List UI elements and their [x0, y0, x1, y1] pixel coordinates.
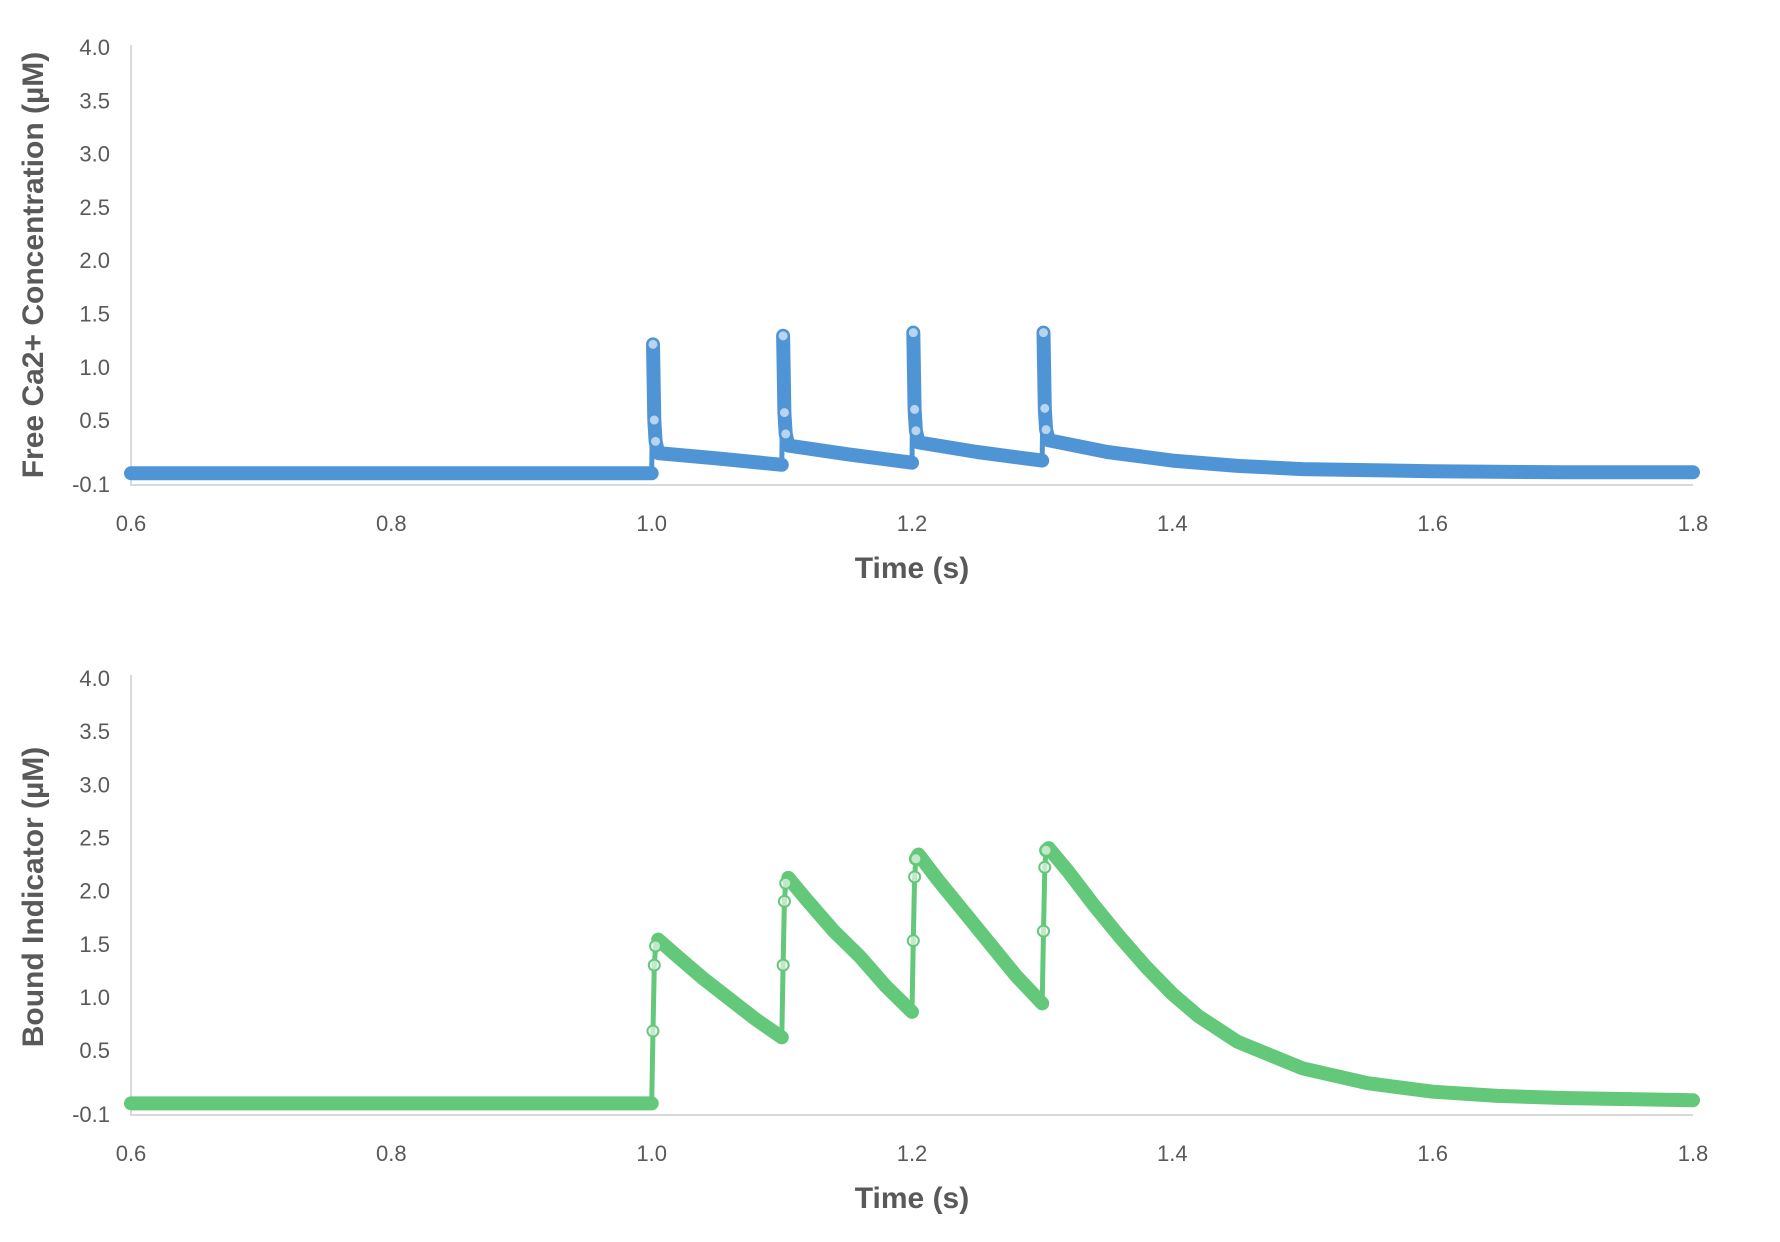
x-axis-title: Time (s) — [855, 1182, 969, 1215]
data-point-marker — [649, 939, 663, 953]
data-point-marker — [779, 427, 793, 441]
y-tick-label: -0.1 — [72, 1102, 110, 1127]
data-point-marker — [909, 424, 923, 438]
series-line — [1036, 325, 1700, 480]
y-axis-ticks: -0.1 0.5 1.0 1.5 2.0 2.5 3.0 3.5 4.0 — [72, 666, 110, 1127]
x-tick-label: 0.6 — [116, 511, 147, 536]
data-point-marker — [647, 958, 661, 972]
data-point-marker — [908, 402, 922, 416]
data-point-marker — [777, 406, 791, 420]
free-calcium-chart: -0.1 0.5 1.0 1.5 2.0 2.5 3.0 3.5 4.0 0.6 0.8 1.0 1.… — [17, 35, 1708, 585]
y-tick-label: 1.0 — [79, 355, 110, 380]
bound-indicator-series — [124, 841, 1700, 1111]
x-tick-label: 1.4 — [1157, 1141, 1188, 1166]
series-line — [1039, 841, 1700, 1108]
x-tick-label: 1.2 — [897, 511, 928, 536]
y-tick-label: 2.5 — [79, 195, 110, 220]
series-line — [651, 932, 789, 1045]
data-point-marker — [1039, 423, 1053, 437]
data-point-marker — [777, 894, 791, 908]
y-tick-label: 3.5 — [79, 88, 110, 113]
data-point-marker — [776, 958, 790, 972]
data-point-marker — [779, 876, 793, 890]
x-tick-label: 0.6 — [116, 1141, 147, 1166]
series-line — [646, 337, 789, 472]
data-point-marker — [906, 934, 920, 948]
y-axis-title: Free Ca2+ Concentration (µM) — [17, 52, 50, 479]
y-tick-label: 1.5 — [79, 301, 110, 326]
series-line — [908, 847, 1050, 1011]
x-tick-label: 0.8 — [376, 511, 407, 536]
y-tick-label: 0.5 — [79, 1038, 110, 1063]
data-point-marker — [649, 434, 663, 448]
x-tick-label: 1.0 — [636, 511, 667, 536]
x-axis-ticks: 0.6 0.8 1.0 1.2 1.4 1.6 1.8 — [116, 511, 1709, 536]
y-tick-label: 0.5 — [79, 408, 110, 433]
y-tick-label: 2.0 — [79, 879, 110, 904]
data-point-marker — [776, 329, 790, 343]
free-calcium-series — [124, 325, 1700, 481]
x-axis-ticks: 0.6 0.8 1.0 1.2 1.4 1.6 1.8 — [116, 1141, 1709, 1166]
x-tick-label: 1.6 — [1417, 1141, 1448, 1166]
x-tick-label: 1.4 — [1157, 511, 1188, 536]
data-point-marker — [646, 1024, 660, 1038]
x-tick-label: 1.6 — [1417, 511, 1448, 536]
y-tick-label: 2.0 — [79, 248, 110, 273]
data-point-marker — [1038, 401, 1052, 415]
series-line — [906, 325, 1050, 468]
x-tick-label: 1.8 — [1678, 1141, 1709, 1166]
y-tick-label: 2.5 — [79, 826, 110, 851]
x-tick-label: 1.0 — [636, 1141, 667, 1166]
y-tick-label: 4.0 — [79, 35, 110, 60]
series-line — [781, 870, 919, 1019]
bound-indicator-chart: -0.1 0.5 1.0 1.5 2.0 2.5 3.0 3.5 4.0 0.6 0.8 1.0 1.… — [17, 666, 1708, 1215]
data-point-marker — [1036, 924, 1050, 938]
data-point-marker — [908, 870, 922, 884]
data-point-marker — [1039, 843, 1053, 857]
y-tick-label: 1.5 — [79, 932, 110, 957]
y-tick-label: 3.5 — [79, 719, 110, 744]
x-tick-label: 1.2 — [897, 1141, 928, 1166]
data-point-marker — [646, 337, 660, 351]
data-point-marker — [909, 852, 923, 866]
y-tick-label: 3.0 — [79, 142, 110, 167]
y-tick-label: 4.0 — [79, 666, 110, 691]
x-tick-label: 1.8 — [1678, 511, 1709, 536]
y-axis-title: Bound Indicator (µM) — [17, 747, 50, 1048]
data-point-marker — [647, 413, 661, 427]
y-axis-ticks: -0.1 0.5 1.0 1.5 2.0 2.5 3.0 3.5 4.0 — [72, 35, 110, 497]
data-point-marker — [1038, 860, 1052, 874]
y-tick-label: -0.1 — [72, 472, 110, 497]
x-axis-title: Time (s) — [855, 552, 969, 585]
y-tick-label: 3.0 — [79, 772, 110, 797]
data-point-marker — [1036, 326, 1050, 340]
series-line-thin — [131, 845, 1694, 1106]
series-line — [776, 328, 919, 470]
data-point-marker — [906, 326, 920, 340]
y-tick-label: 1.0 — [79, 985, 110, 1010]
x-tick-label: 0.8 — [376, 1141, 407, 1166]
